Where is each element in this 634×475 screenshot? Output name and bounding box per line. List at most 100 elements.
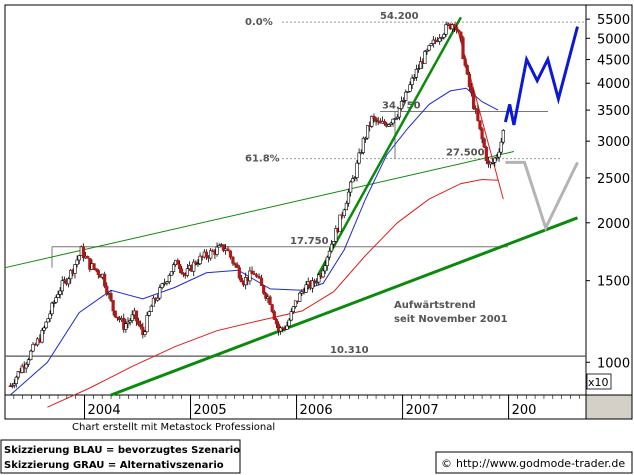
- candle-body: [431, 39, 435, 44]
- candle-body: [463, 58, 467, 66]
- candle-body: [289, 311, 293, 321]
- candle-body: [382, 121, 387, 125]
- candle: [217, 243, 221, 248]
- candle-body: [268, 296, 272, 305]
- x-tick-label-1: 2005: [194, 403, 227, 418]
- candle: [315, 278, 319, 286]
- candle-body: [349, 181, 353, 193]
- candle-body: [363, 137, 368, 140]
- candle-body: [10, 384, 14, 387]
- candle: [310, 277, 315, 293]
- candle: [81, 243, 86, 262]
- candle-body: [452, 24, 457, 28]
- candle: [128, 318, 132, 326]
- trendline-steep: [316, 16, 462, 277]
- candle: [58, 287, 62, 299]
- candle: [285, 321, 289, 330]
- candle-body: [46, 318, 50, 323]
- trendline-channel: [4, 151, 515, 269]
- candle: [416, 64, 421, 73]
- level-label-0: 54.200: [380, 11, 419, 22]
- candle-body: [495, 156, 499, 159]
- candle-body: [237, 267, 241, 279]
- candle-body: [442, 34, 446, 38]
- candle: [274, 317, 279, 329]
- candle: [196, 259, 200, 267]
- candle-body: [77, 255, 81, 261]
- candle: [389, 121, 393, 128]
- candle-body: [105, 285, 109, 295]
- candle: [141, 322, 145, 339]
- candle-body: [143, 331, 147, 336]
- candle-body: [438, 37, 442, 42]
- candle: [113, 310, 117, 318]
- candle: [291, 306, 295, 314]
- candle-body: [16, 371, 20, 378]
- candle-body: [461, 37, 465, 60]
- y-tick-label-1: 1500: [597, 275, 630, 290]
- url-box: [435, 451, 633, 474]
- y-tick-label-4: 3000: [597, 135, 630, 150]
- candle-body: [158, 287, 162, 299]
- candle: [16, 371, 20, 380]
- candle-body: [69, 270, 73, 280]
- candle: [185, 264, 189, 278]
- candle: [351, 174, 355, 183]
- candle-body: [167, 274, 171, 283]
- candle: [126, 317, 130, 329]
- candle: [145, 312, 149, 333]
- candle-body: [141, 326, 145, 336]
- candle: [495, 153, 499, 161]
- fib-label-0: 0.0%: [245, 17, 273, 28]
- annotation-line-1: Aufwärtstrend: [394, 300, 476, 311]
- candle: [469, 82, 474, 97]
- candle: [165, 280, 169, 286]
- candle-body: [279, 327, 283, 332]
- candle: [167, 273, 171, 285]
- candle-body: [399, 100, 404, 110]
- website-url[interactable]: http://www.godmode-trader.de: [456, 457, 625, 470]
- candle: [463, 55, 467, 68]
- y-axis-ticks: 1000 1500 2000 2500 3000 3500 4000 4500 5000 5500: [586, 13, 630, 371]
- candle: [179, 266, 184, 275]
- candle: [67, 276, 71, 288]
- candle: [482, 137, 486, 149]
- candle-body: [235, 264, 239, 268]
- candle-body: [395, 116, 399, 119]
- candle-body: [467, 73, 471, 88]
- candle-body: [482, 138, 486, 148]
- candle: [414, 64, 418, 81]
- candle: [252, 270, 256, 276]
- candle-body: [226, 248, 230, 252]
- candle: [10, 382, 14, 389]
- candle: [404, 89, 408, 102]
- candle: [24, 361, 28, 373]
- candle: [440, 36, 444, 42]
- candle: [268, 295, 272, 305]
- candle: [304, 280, 308, 293]
- y-tick-label-3: 2500: [597, 172, 630, 187]
- candle: [365, 125, 370, 140]
- candle-body: [92, 263, 96, 269]
- candle: [48, 310, 52, 323]
- candle-body: [423, 51, 427, 64]
- y-axis-panel: [585, 4, 633, 396]
- candle-body: [171, 264, 176, 272]
- candle: [287, 317, 291, 328]
- candle: [50, 301, 54, 317]
- scenario-gray-path: [505, 160, 579, 232]
- candle: [111, 300, 115, 316]
- candle: [109, 290, 113, 302]
- candle: [372, 113, 376, 123]
- candle: [69, 269, 73, 284]
- candle-body: [209, 250, 213, 259]
- candle-body: [96, 270, 100, 276]
- candle-body: [389, 122, 393, 125]
- candle-body: [257, 276, 261, 279]
- candle-body: [397, 108, 402, 118]
- candle-body: [406, 90, 410, 93]
- candle-body: [416, 68, 421, 71]
- candle: [231, 255, 235, 267]
- candle: [442, 32, 446, 40]
